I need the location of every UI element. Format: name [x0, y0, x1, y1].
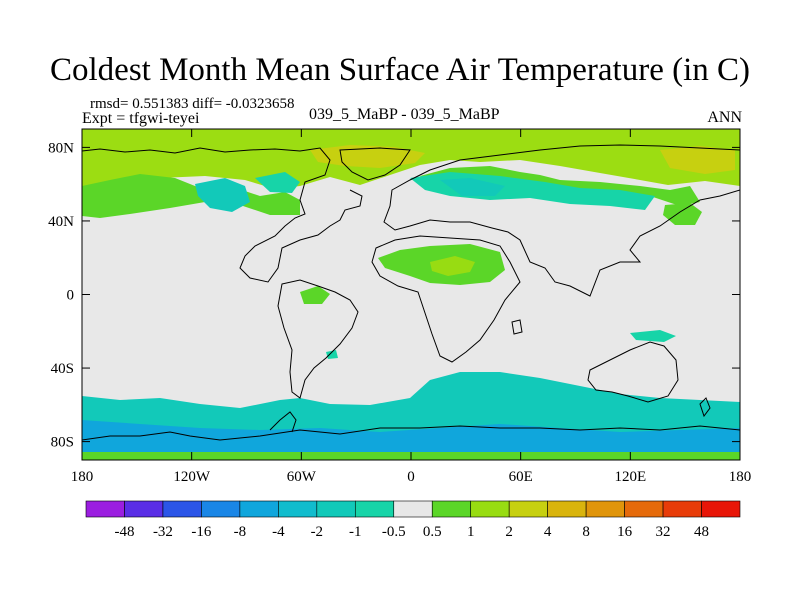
x-tick-label: 60W	[287, 469, 317, 485]
colorbar-label: 32	[656, 524, 671, 540]
canada-cool-patch	[255, 172, 300, 193]
colorbar-swatch	[470, 500, 510, 518]
x-tick-label: 120W	[173, 469, 211, 485]
north-america-coast	[82, 147, 363, 283]
eurasia-coast	[383, 144, 740, 297]
greenland-coast	[339, 147, 411, 181]
south-america-warm-patch	[300, 286, 330, 304]
x-axis: 180 120W 60W 0 60E 120E 180	[71, 129, 752, 485]
alaska-cool-patch	[195, 178, 250, 212]
south-atlantic-cool-patch	[326, 350, 338, 359]
colorbar-swatch	[701, 500, 741, 518]
arctic-greenland-region	[82, 174, 300, 218]
antarctica-coast	[82, 425, 740, 441]
colorbar-swatch	[354, 500, 395, 518]
colorbar-label: -0.5	[382, 524, 406, 540]
coastlines	[82, 144, 740, 441]
colorbar-label: -48	[114, 524, 134, 540]
y-tick-label: 0	[67, 288, 75, 304]
colorbar-swatch	[278, 500, 318, 518]
experiment-label: Expt = tfgwi-teyei	[82, 110, 200, 127]
southern-ocean-core	[82, 420, 740, 452]
colorbar-swatch	[662, 500, 702, 518]
y-tick-label: 80S	[51, 435, 74, 451]
east-asia-green-patch	[663, 203, 702, 225]
case-label: 039_5_MaBP - 039_5_MaBP	[309, 106, 500, 123]
colorbar-label: -2	[311, 524, 324, 540]
colorbar-swatch	[85, 500, 125, 518]
africa-coast	[371, 235, 521, 363]
x-tick-label: 0	[407, 469, 415, 485]
eurasia-cool-core	[440, 178, 505, 196]
south-america-coast	[277, 279, 359, 399]
colorbar-label: -32	[153, 524, 173, 540]
antarctic-peninsula-coast	[269, 411, 297, 433]
colorbar-label: -1	[349, 524, 362, 540]
colorbar-swatch	[508, 500, 548, 518]
x-tick-label: 180	[71, 469, 94, 485]
colorbar-label: -8	[234, 524, 247, 540]
colorbar-swatch	[124, 500, 164, 518]
australia-coast	[587, 341, 679, 403]
siberia-yellow-patch	[660, 146, 735, 174]
y-axis: 80N 40N 0 40S 80S	[48, 140, 740, 451]
colorbar-swatch	[624, 500, 664, 518]
madagascar-coast	[511, 319, 523, 335]
x-tick-label: 180	[729, 469, 752, 485]
map-title: Coldest Month Mean Surface Air Temperatu…	[50, 52, 750, 88]
colorbar: -48 -32 -16 -8 -4 -2 -1 -0.5 0.5 1 2 4 8 16 32 48	[85, 500, 741, 540]
y-tick-label: 80N	[48, 140, 74, 156]
colorbar-label: 2	[505, 524, 513, 540]
colorbar-swatch	[547, 500, 587, 518]
x-tick-label: 60E	[509, 469, 533, 485]
colorbar-label: 16	[617, 524, 633, 540]
colorbar-swatch	[431, 500, 472, 518]
colorbar-label: -4	[272, 524, 285, 540]
colorbar-swatch	[585, 500, 625, 518]
colorbar-label: 8	[582, 524, 590, 540]
indian-ocean-cool-patch	[630, 330, 676, 342]
colorbar-label: -16	[191, 524, 211, 540]
new-zealand-coast	[699, 397, 711, 418]
y-tick-label: 40N	[48, 214, 74, 230]
colorbar-swatch	[162, 500, 202, 518]
colorbar-label: 4	[544, 524, 552, 540]
colorbar-swatch	[201, 500, 241, 518]
colorbar-label: 48	[694, 524, 709, 540]
colorbar-label: 0.5	[423, 524, 442, 540]
colorbar-swatch	[316, 500, 356, 518]
colorbar-swatch	[239, 500, 279, 518]
x-tick-label: 120E	[614, 469, 646, 485]
colorbar-label: 1	[467, 524, 475, 540]
colorbar-swatch	[393, 500, 433, 518]
arctic-yellow-patch	[310, 145, 425, 168]
season-label: ANN	[707, 109, 742, 126]
africa-yellow-core	[430, 256, 475, 276]
stats-label: rmsd= 0.551383 diff= -0.0323658	[90, 96, 295, 112]
y-tick-label: 40S	[51, 361, 74, 377]
